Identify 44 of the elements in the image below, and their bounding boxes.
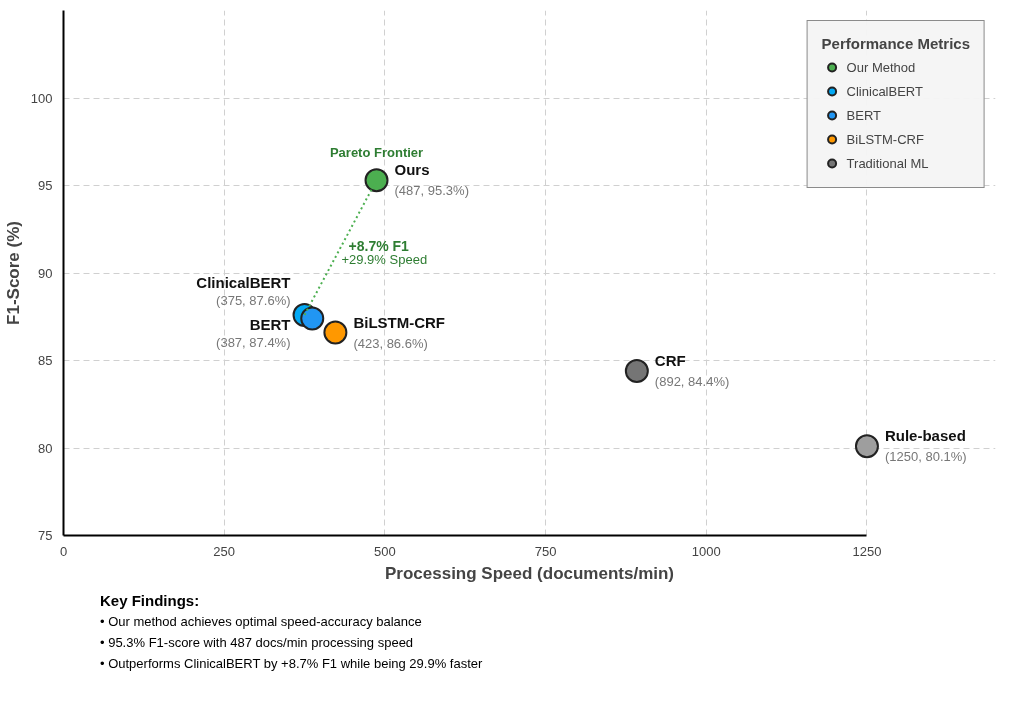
legend-label: ClinicalBERT [846, 83, 923, 99]
legend-label: Traditional ML [846, 155, 929, 171]
data-label: (423, 86.6%) [353, 335, 428, 351]
point [624, 359, 649, 383]
point [323, 320, 348, 345]
y-tick-label: 85 [38, 353, 53, 368]
y-axis-title: F1-Score (%) [3, 221, 23, 325]
legend-title: Performance Metrics [821, 35, 970, 52]
data-label: (375, 87.6%) [216, 293, 291, 308]
point [364, 168, 389, 193]
y-tick-label: 100 [30, 90, 53, 106]
annotation: Rule-based [884, 427, 966, 445]
annotation: BiLSTM-CRF [353, 313, 446, 331]
annotation: BERT [249, 315, 291, 333]
y-tick-label: 75 [38, 528, 53, 543]
annotation: Pareto Frontier [329, 145, 424, 161]
y-tick-label: 80 [38, 440, 53, 456]
y-tick-label: 90 [38, 265, 53, 281]
x-tick-label: 250 [213, 543, 236, 559]
x-tick-label: 1000 [691, 543, 721, 559]
x-axis-title: Processing Speed (documents/min) [384, 563, 675, 583]
text: • 95.3% F1-score with 487 docs/min processing speed [100, 634, 415, 652]
annotation: +29.9% Speed [341, 251, 428, 267]
legend-label: Our Method [846, 59, 916, 75]
data-label: (487, 95.3%) [394, 183, 469, 199]
data-label: (892, 84.4%) [654, 374, 730, 389]
x-tick-label: 1250 [852, 543, 882, 559]
legend-label: BERT [846, 107, 882, 123]
annotation: Ours [394, 161, 430, 179]
x-tick-label: 0 [59, 543, 68, 559]
x-tick-label: 750 [534, 543, 557, 559]
annotation: ClinicalBERT [196, 274, 291, 291]
y-tick-label: 95 [38, 178, 53, 193]
data-label: (1250, 80.1%) [884, 449, 967, 465]
text: • Our method achieves optimal speed-accuracy balance [100, 613, 423, 632]
x-tick-label: 500 [374, 543, 396, 559]
point [300, 306, 325, 331]
text: • Outperforms ClinicalBERT by +8.7% F1 while being 29.9% faster [100, 654, 483, 673]
annotation: +8.7% F1 [348, 237, 410, 254]
annotation: CRF [654, 352, 686, 369]
data-label: (387, 87.4%) [216, 334, 291, 350]
legend-label: BiLSTM-CRF [846, 131, 924, 147]
point [854, 434, 879, 459]
text: Key Findings: [100, 591, 201, 611]
